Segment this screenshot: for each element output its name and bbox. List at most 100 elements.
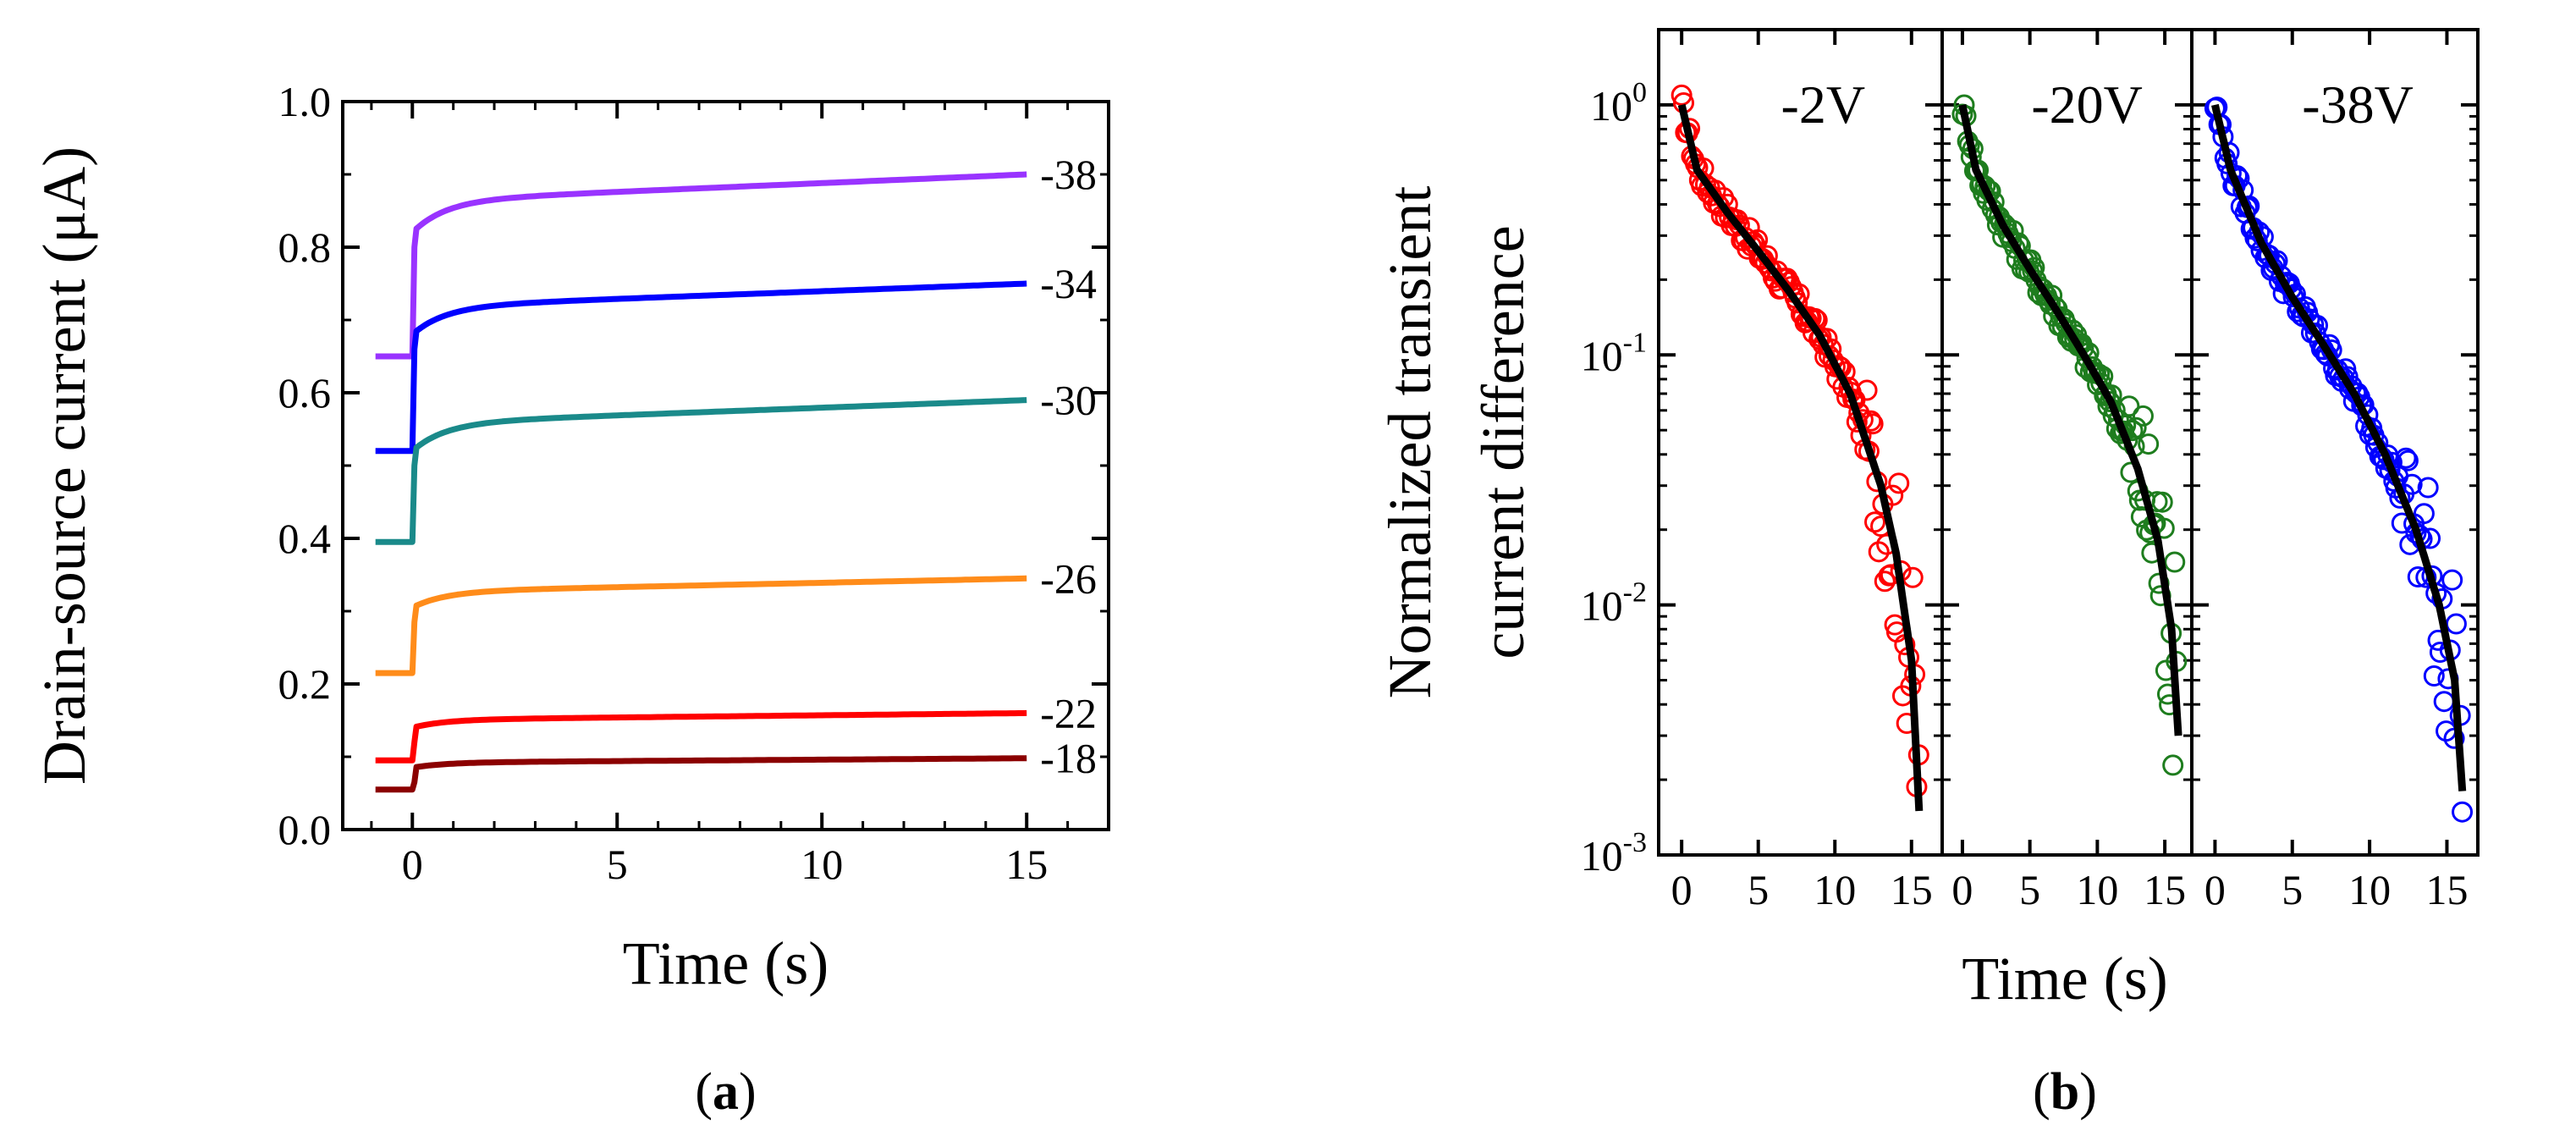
panel-b-caption-open: ( [2033,1063,2050,1121]
b-data-point [2441,569,2463,591]
b-y-tick-exp: -3 [1623,827,1647,858]
a-y-tick-label: 0.0 [278,806,332,853]
b-subpanel-label: -20V [2031,74,2143,135]
b-data-point [2397,449,2419,471]
panel-a-series: -38 -34 -30 -26 -22-18 [375,151,1097,793]
b-data-point [2401,473,2423,495]
b-data-point [1888,472,1910,494]
b-y-tick-label: 10-3 [1581,827,1647,880]
a-series-label: -34 [1040,260,1097,307]
b-data-point [2413,503,2435,525]
b-data-point [2433,691,2455,713]
a-series-label: -30 [1040,377,1097,424]
b-y-tick-exp: 0 [1632,77,1647,108]
a-series-line [375,280,1027,455]
b-data-point [1671,84,1693,106]
b-x-tick-label: 15 [1891,866,1933,913]
b-y-tick-base: 10 [1581,832,1623,880]
panel-a-caption-open: ( [695,1063,713,1121]
b-data-point [2132,405,2154,427]
panel-a-caption: (a) [695,1063,756,1121]
panel-b-y-axis-title-line1: Normalized transient [1376,186,1444,699]
b-data-point [1868,541,1890,563]
panel-a-chart: 0 5 10 15 0.0 0.2 0.4 0.6 0.8 1.0 -38 -34 -30 -26 -22… [30,78,1110,1121]
panel-a-y-axis-title: Drain-source current (μA) [30,146,98,785]
b-data-point [1864,511,1886,533]
b-subpanel-frame [2190,28,2480,857]
b-data-point [2118,395,2140,417]
b-data-point [2138,433,2160,455]
b-x-tick-label: 15 [2144,866,2186,913]
b-x-tick-label: 0 [2204,866,2226,913]
b-x-tick-label: 5 [2019,866,2040,913]
panel-b-y-axis-title-line2: current difference [1469,225,1537,659]
b-data-point [2423,665,2445,687]
b-x-tick-label: 0 [1671,866,1693,913]
b-data-point [2452,801,2474,823]
b-x-tick-label: 10 [2348,866,2391,913]
b-x-tick-label: 0 [1951,866,1973,913]
panel-a-caption-close: ) [739,1063,757,1121]
a-y-tick-label: 1.0 [278,78,332,125]
b-data-point [2443,727,2465,749]
b-x-tick-label: 10 [1814,866,1856,913]
b-data-point [2395,447,2417,469]
b-fit-curve [1677,103,1924,812]
a-series-line [375,397,1027,545]
b-x-tick-label: 5 [2282,866,2303,913]
panel-a-caption-letter: a [713,1063,739,1121]
b-y-tick-base: 10 [1581,582,1623,630]
b-data-point [2050,306,2072,328]
b-x-tick-label: 5 [1748,866,1769,913]
b-y-tick-exp: -1 [1623,327,1647,358]
b-fit-curve [1958,103,2182,736]
b-y-tick-base: 10 [1581,332,1623,379]
a-y-tick-label: 0.6 [278,369,332,416]
a-x-tick-label: 15 [1005,841,1048,888]
panel-b-caption-letter: b [2050,1063,2079,1121]
b-data-point [2162,754,2184,776]
panel-b-caption: (b) [2033,1063,2097,1121]
panel-b-caption-close: ) [2079,1063,2097,1121]
b-data-point [1786,292,1808,314]
panel-b-x-axis-title: Time (s) [1962,945,2167,1012]
b-data-point [1874,571,1896,593]
a-series-label: -26 [1040,554,1097,602]
a-x-tick-label: 10 [801,841,843,888]
a-series-line [375,575,1027,676]
b-x-tick-label: 15 [2425,866,2468,913]
a-series-label: -22 [1040,689,1097,736]
b-subpanel: 0 5 10 15 -38V [2190,28,2480,913]
panel-a-ticks: 0 5 10 15 0.0 0.2 0.4 0.6 0.8 1.0 [278,78,1109,888]
b-data-point [2164,551,2186,573]
b-subpanel-label: -2V [1781,74,1866,135]
b-data-point [2151,491,2173,513]
panel-a-x-axis-title: Time (s) [623,929,828,997]
b-data-point [2445,613,2467,635]
a-x-tick-label: 5 [607,841,628,888]
b-data-point [2417,477,2439,499]
b-y-tick-exp: -2 [1623,577,1647,609]
b-y-tick-label: 10-1 [1581,327,1647,379]
a-y-tick-label: 0.2 [278,660,332,708]
a-series-line [375,709,1027,764]
a-y-tick-label: 0.8 [278,223,332,271]
b-subpanel: 0 5 10 15 -20V [1940,28,2193,913]
b-data-point [2125,416,2147,438]
a-series-line [375,171,1027,360]
b-subpanel-label: -38V [2302,74,2414,135]
b-x-tick-label: 10 [2076,866,2118,913]
b-fit-curve [2211,103,2467,791]
a-series-label: -38 [1040,151,1097,198]
b-y-tick-base: 10 [1590,82,1632,130]
b-data-point [1728,214,1750,236]
a-y-tick-label: 0.4 [278,515,332,562]
a-series-label: -18 [1040,735,1097,782]
a-x-tick-label: 0 [402,841,423,888]
b-y-tick-label: 100 [1590,77,1647,130]
b-y-tick-label: 10-2 [1581,577,1647,630]
